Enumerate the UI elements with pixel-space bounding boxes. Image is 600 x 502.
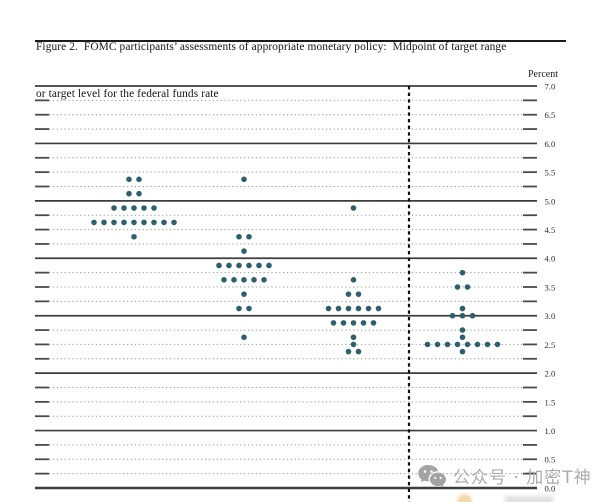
figure-title: Figure 2. FOMC participants’ assessments… [36, 9, 581, 134]
fomc-dot [246, 262, 252, 269]
fomc-dot [355, 291, 362, 297]
fomc-dot [226, 262, 232, 269]
y-tick-label: 5.0 [545, 196, 556, 206]
y-tick-label: 1.5 [545, 397, 556, 407]
fomc-dot [141, 219, 147, 226]
fomc-dot [151, 205, 157, 211]
fomc-dot [484, 341, 491, 348]
fomc-dot [101, 219, 107, 226]
fomc-dot [340, 320, 347, 326]
fomc-dot [325, 305, 332, 312]
fomc-dot [241, 334, 247, 341]
fomc-dot [474, 341, 481, 348]
y-tick-label: 6.5 [545, 110, 556, 120]
y-tick-label: 6.0 [545, 139, 556, 149]
fomc-dot [131, 233, 137, 240]
fomc-dot [131, 205, 137, 211]
fomc-dot [111, 219, 117, 226]
fomc-dot [241, 277, 247, 283]
fomc-dot [256, 262, 262, 269]
fomc-dot [355, 348, 362, 355]
fomc-dot [126, 190, 132, 197]
fomc-dot [141, 205, 147, 211]
fomc-dot [111, 205, 117, 211]
fomc-dot [126, 176, 132, 183]
fomc-dot [216, 262, 222, 269]
fomc-dot [459, 348, 466, 355]
fomc-dot [449, 312, 456, 319]
y-tick-label: 4.5 [545, 225, 556, 235]
fomc-dot [459, 334, 466, 341]
fomc-dot [330, 320, 337, 326]
y-axis-unit-label: Percent [528, 69, 558, 80]
fomc-dot [131, 219, 137, 226]
fomc-dot [350, 320, 357, 326]
fomc-dot [231, 277, 237, 283]
fomc-dot [236, 233, 242, 240]
fomc-dot [454, 284, 461, 290]
fomc-dot [350, 341, 357, 348]
fomc-dot [251, 277, 257, 283]
fomc-dot [91, 219, 97, 226]
fomc-dot [459, 305, 466, 312]
cutoff-watermark-icon [457, 494, 472, 502]
fomc-dot [454, 341, 461, 348]
y-tick-label: 3.0 [545, 311, 556, 321]
fomc-dot [221, 277, 227, 283]
fomc-dot [350, 334, 357, 341]
figure-title-line-2: or target level for the federal funds ra… [36, 87, 219, 100]
y-tick-label: 3.5 [545, 282, 556, 292]
y-tick-label: 0.5 [545, 455, 556, 465]
fomc-dot [459, 269, 466, 276]
fomc-dot [136, 176, 142, 183]
fomc-dot [236, 305, 242, 312]
y-tick-label: 2.0 [545, 369, 556, 379]
figure-title-line-1: Figure 2. FOMC participants’ assessments… [36, 41, 507, 54]
fomc-dot [365, 305, 372, 312]
y-tick-label: 4.0 [545, 254, 556, 264]
cutoff-watermark-text-fragment [505, 496, 553, 502]
fomc-dot [345, 348, 352, 355]
fomc-dot [236, 262, 242, 269]
fomc-dot [350, 277, 357, 283]
fomc-dot [121, 219, 127, 226]
fomc-dot [241, 176, 247, 183]
y-tick-label: 1.0 [545, 426, 556, 436]
fomc-dot [121, 205, 127, 211]
fomc-dot [459, 327, 466, 333]
fomc-dot [241, 291, 247, 297]
fomc-dot [459, 312, 466, 319]
fomc-dot [171, 219, 177, 226]
fomc-dot [261, 277, 267, 283]
fomc-dot [370, 320, 377, 326]
fomc-dot [469, 312, 476, 319]
y-tick-label: 0.0 [545, 483, 556, 493]
fomc-dot [161, 219, 167, 226]
fomc-dot [345, 305, 352, 312]
fomc-dot [266, 262, 272, 269]
fomc-dot [424, 341, 431, 348]
title-rule [35, 40, 566, 42]
fomc-dot [360, 320, 367, 326]
fomc-dot [241, 248, 247, 254]
y-tick-label: 2.5 [545, 340, 556, 350]
fomc-dot [464, 284, 471, 290]
fomc-dot [494, 341, 501, 348]
fomc-dot [434, 341, 441, 348]
fomc-dot [345, 291, 352, 297]
fomc-dot [246, 305, 252, 312]
fomc-dot [375, 305, 382, 312]
y-tick-label: 5.5 [545, 168, 556, 178]
fomc-dot [350, 205, 357, 211]
fomc-dot [464, 341, 471, 348]
fomc-dot [151, 219, 157, 226]
fomc-dot [355, 305, 362, 312]
fomc-dot [335, 305, 342, 312]
fomc-dot [136, 190, 142, 197]
fomc-dot [246, 233, 252, 240]
y-tick-label: 7.0 [545, 81, 556, 91]
fomc-dot [444, 341, 451, 348]
